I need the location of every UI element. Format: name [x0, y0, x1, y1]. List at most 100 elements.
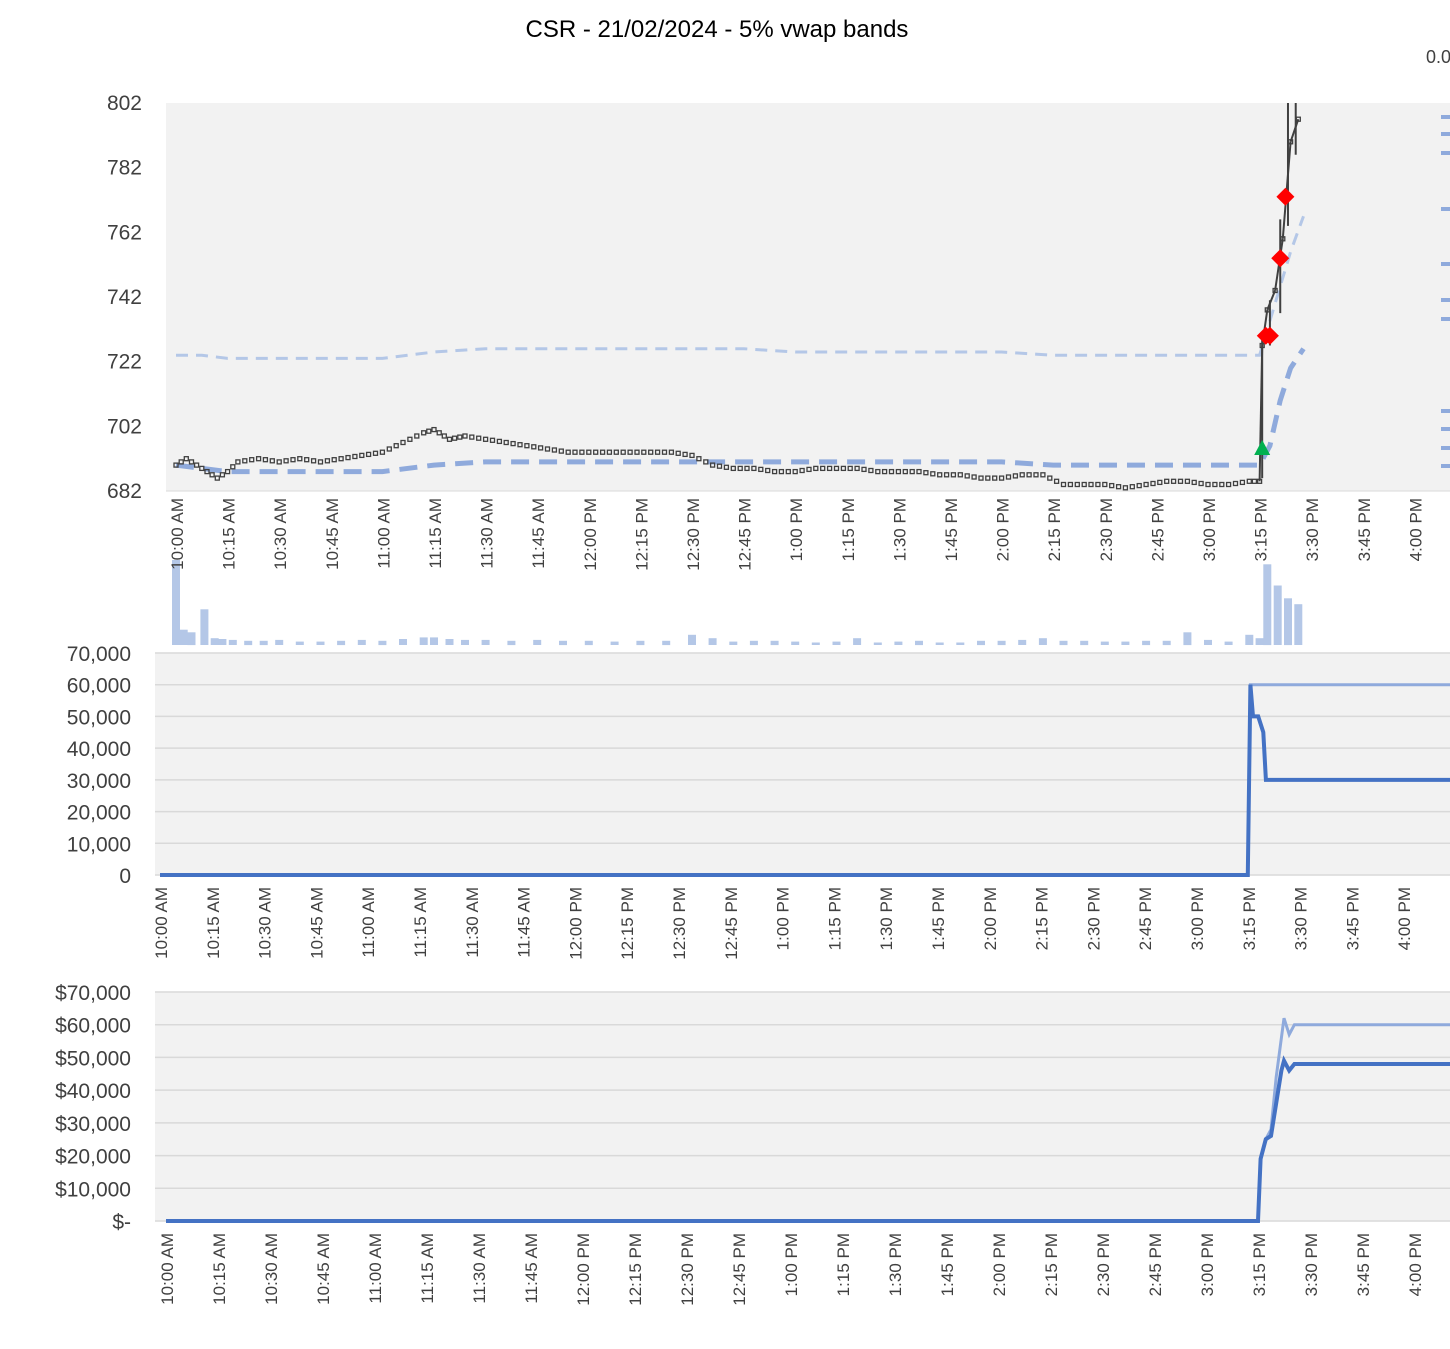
price-candle — [682, 451, 688, 458]
price-candle — [909, 468, 915, 475]
price-candle — [482, 436, 489, 442]
volume-bar — [337, 640, 346, 646]
volume-bar — [1038, 638, 1047, 645]
value-line-x-tick: 11:30 AM — [470, 1233, 489, 1304]
price-candle — [1088, 481, 1094, 488]
price-y-tick: 702 — [107, 415, 142, 438]
price-candle — [641, 449, 647, 455]
price-y-tick: 742 — [107, 286, 142, 309]
right-edge-series-stub — [1441, 151, 1450, 155]
price-candle — [964, 473, 970, 479]
price-candle — [414, 433, 420, 439]
price-wick — [1266, 290, 1277, 311]
price-candle — [173, 462, 179, 468]
volume-line-x-tick: 4:00 PM — [1395, 887, 1414, 950]
price-candle — [978, 475, 984, 481]
price-candle — [1191, 479, 1197, 486]
price-candle — [716, 463, 723, 469]
right-edge-series-stub — [1441, 262, 1450, 266]
volume-bar — [1245, 634, 1254, 645]
price-candle — [269, 458, 275, 464]
price-candle — [469, 434, 475, 440]
value-line-plot-area — [155, 992, 1450, 1221]
volume-bar — [1121, 641, 1130, 645]
volume-line-x-tick: 11:30 AM — [463, 887, 482, 958]
price-candle — [998, 475, 1005, 481]
value-line-series-line — [166, 1055, 1450, 1223]
price-candle — [950, 472, 957, 478]
price-y-tick: 762 — [107, 221, 142, 244]
price-candle — [771, 468, 778, 475]
price-candle — [462, 433, 468, 439]
price-candle — [606, 449, 613, 455]
price-candle — [214, 475, 220, 481]
price-candle — [881, 468, 888, 475]
corner-label: 0.0 — [1426, 47, 1450, 67]
volume-bar — [507, 640, 516, 646]
price-x-tick: 3:30 PM — [1303, 498, 1322, 561]
price-x-tick: 10:30 AM — [271, 498, 290, 570]
volume-bar — [481, 639, 490, 645]
sell-signal-marker — [1271, 249, 1290, 268]
volume-line-x-tick: 12:15 PM — [618, 887, 637, 960]
value-line-x-tick: 2:00 PM — [990, 1233, 1009, 1296]
price-candle — [242, 458, 248, 464]
value-line-x-tick: 12:30 PM — [678, 1233, 697, 1306]
price-candle — [431, 426, 437, 433]
value-line-x-tick: 10:00 AM — [158, 1233, 177, 1305]
volume-bar — [584, 640, 593, 646]
volume-bar — [729, 641, 738, 645]
price-candle — [1212, 481, 1218, 488]
price-candle — [290, 457, 296, 463]
price-candle — [1095, 481, 1101, 488]
price-y-tick: 682 — [107, 480, 142, 503]
price-candle — [1136, 482, 1142, 489]
price-candle — [1074, 481, 1080, 488]
price-candle — [572, 449, 578, 455]
price-candle — [393, 443, 399, 449]
value-line-x-tick: 2:15 PM — [1042, 1233, 1061, 1296]
price-candle — [792, 468, 798, 475]
price-candle — [249, 457, 255, 463]
volume-line-x-tick: 3:30 PM — [1292, 887, 1311, 950]
value-line-x-tick: 1:45 PM — [938, 1233, 957, 1296]
value-line-x-tick: 1:00 PM — [782, 1233, 801, 1296]
volume-bar — [1018, 639, 1027, 645]
price-candle — [1115, 484, 1122, 490]
volume-bar — [708, 638, 717, 645]
price-x-tick: 11:00 AM — [374, 498, 393, 569]
volume-bar — [1162, 640, 1171, 646]
price-candle — [1012, 473, 1019, 479]
price-candle — [304, 457, 310, 463]
volume-bar — [770, 640, 779, 646]
price-candle — [765, 467, 771, 474]
price-candle — [1026, 472, 1032, 478]
price-x-tick: 12:15 PM — [632, 498, 651, 571]
volume-line-x-tick: 12:30 PM — [670, 887, 689, 960]
volume-line-x-tick: 12:00 PM — [566, 887, 585, 960]
price-candle — [1246, 478, 1252, 484]
price-x-tick: 3:45 PM — [1355, 498, 1374, 561]
volume-bar — [1263, 564, 1272, 646]
vwap-upper-band — [176, 215, 1305, 360]
value-line-y-tick: $40,000 — [55, 1080, 131, 1103]
volume-bar — [1294, 604, 1303, 645]
price-x-tick: 11:15 AM — [426, 498, 445, 569]
volume-bar — [378, 640, 387, 646]
value-line-y-tick: $10,000 — [55, 1178, 131, 1201]
right-edge-series-stub — [1441, 207, 1450, 211]
price-x-tick: 10:45 AM — [323, 498, 342, 570]
volume-line-x-tick: 3:45 PM — [1343, 887, 1362, 950]
volume-line-y-tick: 0 — [119, 865, 131, 888]
volume-line-x-tick: 10:15 AM — [204, 887, 223, 959]
price-candle — [188, 459, 195, 465]
price-candle — [183, 456, 189, 462]
price-candle — [324, 458, 331, 464]
sell-signal-marker — [1276, 187, 1295, 206]
volume-bar — [811, 642, 820, 645]
volume-line-x-tick: 1:30 PM — [877, 887, 896, 950]
right-edge-series-stub — [1441, 298, 1450, 302]
volume-bar — [244, 640, 253, 646]
value-line-x-tick: 3:45 PM — [1354, 1233, 1373, 1296]
volume-bar — [1080, 640, 1089, 646]
